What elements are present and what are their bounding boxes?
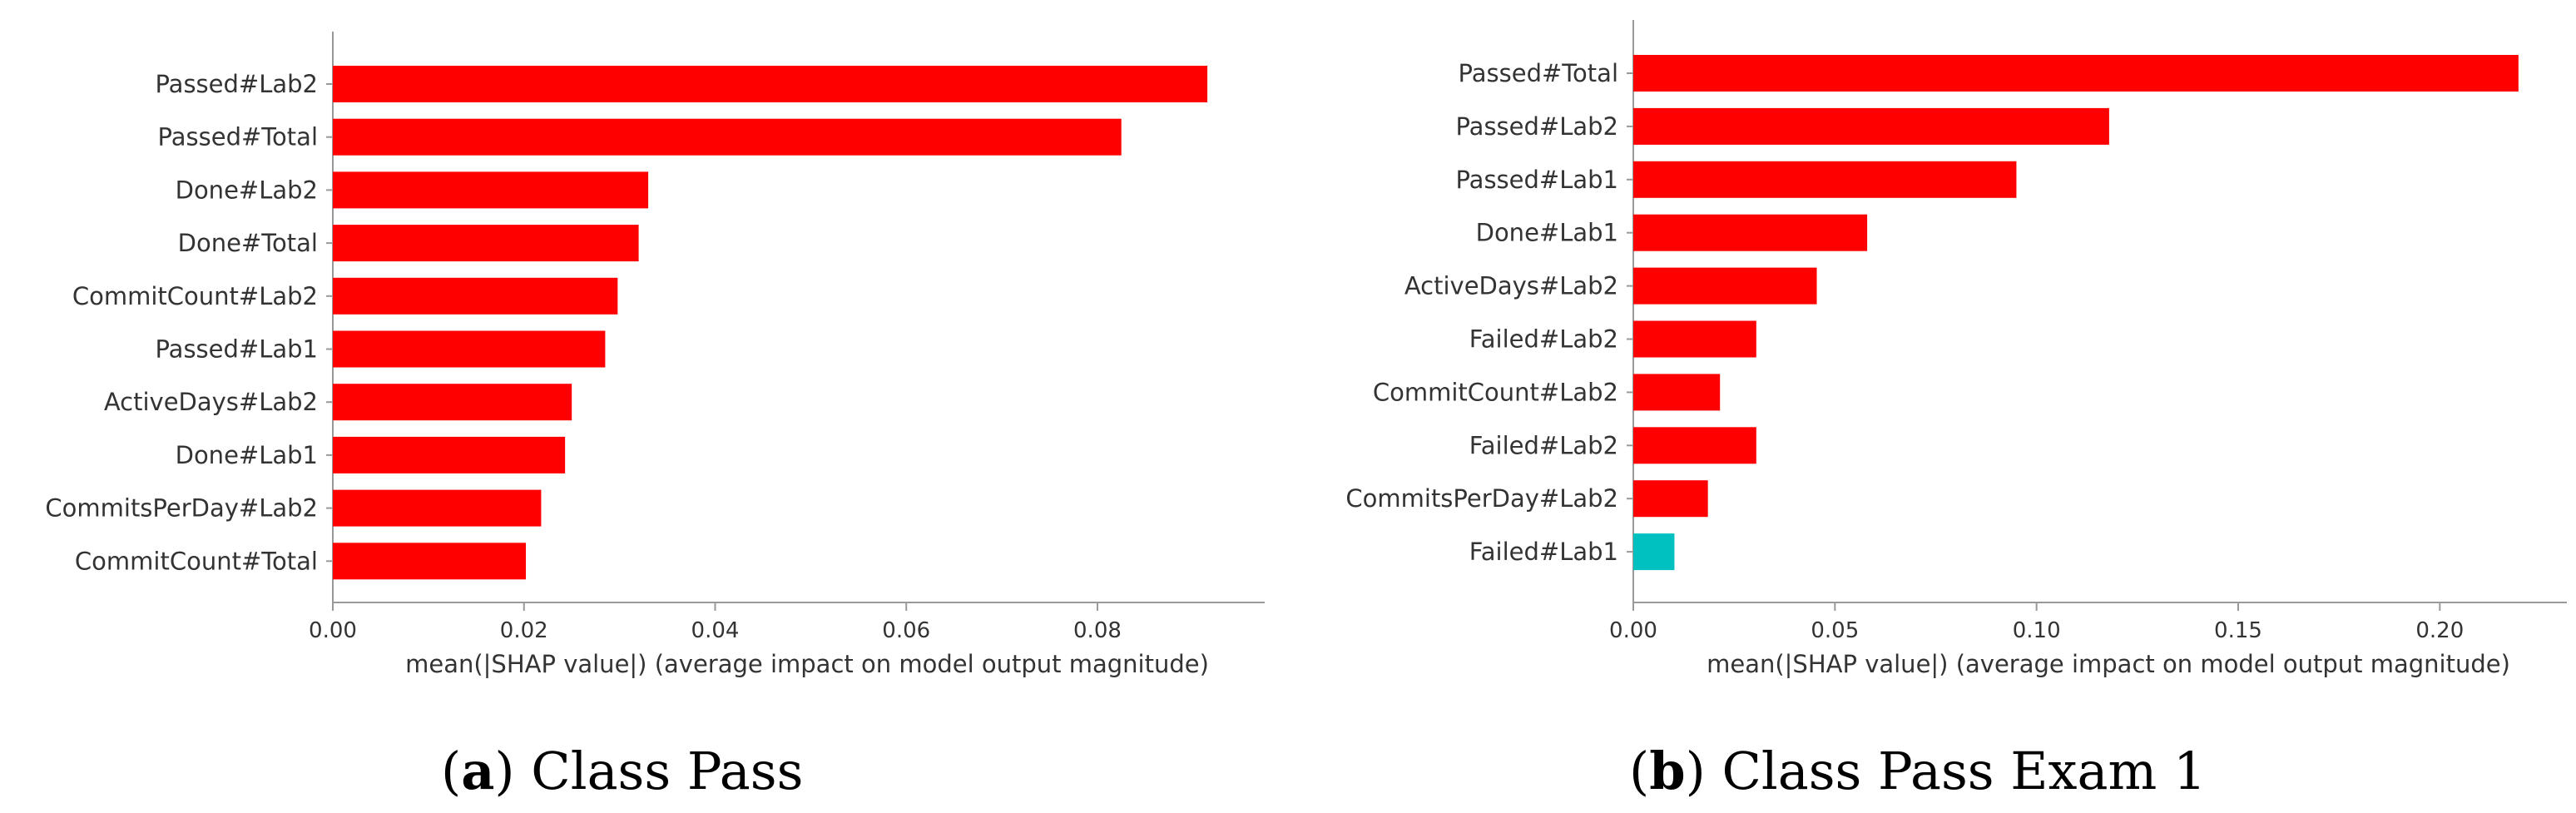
bar [1633,480,1708,518]
category-label: Passed#Lab1 [155,335,318,364]
bar [1633,374,1721,411]
x-tick-label: 0.06 [882,618,930,643]
bar [1633,214,1868,251]
bar [333,436,566,473]
x-axis-label: mean(|SHAP value|) (average impact on mo… [405,650,1209,678]
x-tick-label: 0.04 [691,618,740,643]
bar [333,489,542,527]
category-label: CommitCount#Total [75,547,318,575]
bar [1633,107,2109,145]
x-tick-label: 0.15 [2214,618,2262,643]
subfigure-caption: (b) Class Pass Exam 1 [1629,741,2206,801]
category-label: ActiveDays#Lab2 [1404,272,1618,300]
caption-open-paren: ( [441,741,461,801]
bar [1633,533,1675,571]
subfigure-caption: (a) Class Pass [441,741,803,801]
caption-open-paren: ( [1629,741,1649,801]
x-axis-label: mean(|SHAP value|) (average impact on mo… [1707,650,2510,678]
category-label: Failed#Lab1 [1469,538,1618,566]
category-label: Done#Lab1 [176,441,318,469]
bar [333,330,606,368]
caption-letter: a [461,741,494,801]
category-label: Done#Total [178,229,318,257]
category-label: CommitsPerDay#Lab2 [45,494,318,523]
bar [333,543,527,580]
x-tick-label: 0.00 [309,618,357,643]
category-label: Done#Lab1 [1476,219,1618,247]
caption-title: Class Pass [531,741,803,801]
chart-class-pass-exam-1: Passed#Total Passed#Lab2 Passed#Lab1 Done#L… [1345,20,2567,801]
category-label: Failed#Lab2 [1469,431,1618,459]
caption-letter: b [1649,741,1685,801]
x-tick-label: 0.10 [2013,618,2061,643]
caption-close-paren: ) [494,741,531,801]
bar [333,66,1208,102]
bar [333,277,618,315]
category-label: Passed#Lab2 [1455,112,1618,141]
x-tick-label: 0.20 [2415,618,2464,643]
x-tick-label: 0.08 [1073,618,1122,643]
x-tick-label: 0.02 [500,618,548,643]
bar [1633,427,1756,464]
category-label: Passed#Lab2 [155,70,318,98]
category-label: CommitCount#Lab2 [1373,378,1618,406]
category-label: CommitsPerDay#Lab2 [1345,484,1618,513]
category-label: Passed#Total [1459,59,1618,87]
bar [333,171,649,209]
category-label: ActiveDays#Lab2 [104,388,318,416]
category-label: Passed#Lab1 [1455,166,1618,194]
x-tick-label: 0.00 [1609,618,1657,643]
category-label: Done#Lab2 [176,176,318,204]
bar [1633,55,2519,92]
category-label: Failed#Lab2 [1469,325,1618,354]
category-label: Passed#Total [158,123,318,151]
caption-close-paren: ) [1686,741,1722,801]
category-label: CommitCount#Lab2 [72,282,318,310]
bar [1633,267,1817,305]
bar [1633,161,2017,198]
bar [1633,320,1756,358]
caption-title: Class Pass Exam 1 [1721,741,2206,801]
bar [333,118,1122,156]
bar [333,384,572,421]
bar [333,225,639,262]
chart-class-pass: Passed#Lab2 Passed#Total Done#Lab2 Done#Tot… [45,32,1265,801]
x-tick-label: 0.05 [1811,618,1859,643]
